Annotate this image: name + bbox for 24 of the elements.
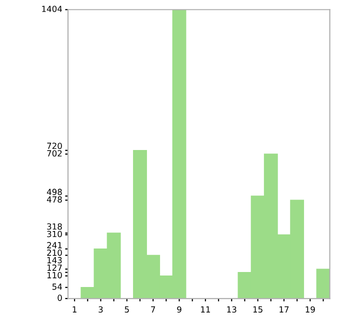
y-tick-label: 720: [47, 142, 62, 149]
x-tick-label: 15: [253, 306, 262, 313]
y-tick-label: 127: [47, 264, 62, 271]
y-tick-label: 241: [47, 242, 62, 248]
y-tick-label: 1404: [42, 6, 62, 12]
x-tick-label: 13: [227, 306, 236, 313]
y-tick-label: 498: [46, 188, 62, 196]
x-tick-label: 5: [124, 306, 129, 313]
y-tick-label: 54: [52, 284, 62, 290]
x-tick-label: 7: [151, 306, 156, 312]
x-tick-label: 1: [72, 306, 76, 312]
y-tick-label: 318: [47, 223, 62, 230]
x-tick-label: 3: [98, 306, 103, 313]
y-tick-label: 143: [47, 257, 62, 264]
y-tick-label: 310: [47, 230, 62, 238]
x-tick-label: 11: [201, 306, 210, 312]
y-tick-label: 702: [47, 150, 62, 156]
x-tick-label: 17: [280, 306, 289, 312]
y-tick-label: 210: [47, 250, 62, 256]
y-tick-label: 478: [46, 196, 62, 203]
x-tick-label: 9: [177, 306, 182, 313]
x-tick-label: 19: [306, 306, 315, 313]
y-tick-label: 110: [47, 272, 62, 278]
y-tick-label: 0: [58, 294, 62, 301]
